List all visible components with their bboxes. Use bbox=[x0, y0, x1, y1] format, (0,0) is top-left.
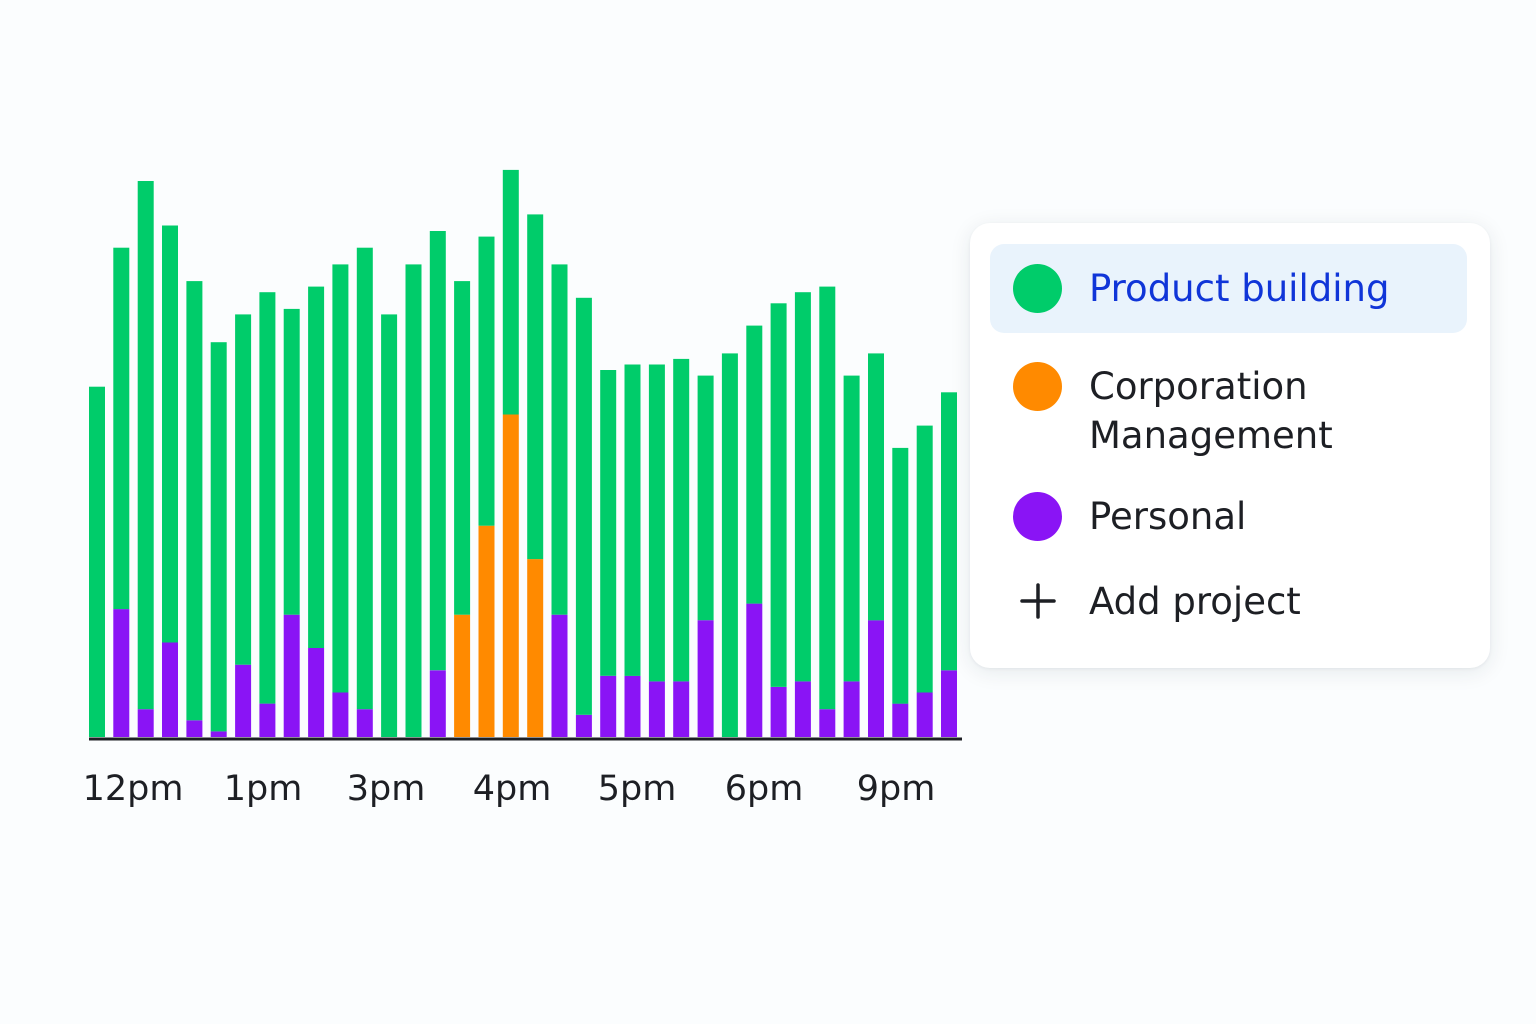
bar-product-building-33 bbox=[892, 447, 909, 704]
bar-personal-22 bbox=[624, 675, 641, 737]
bar-corporation-management-16 bbox=[478, 525, 495, 737]
x-tick-labels: 12pm 1pm 3pm 4pm 5pm 6pm 9pm bbox=[83, 769, 936, 809]
bar-product-building-20 bbox=[575, 297, 592, 715]
bar-product-building-6 bbox=[235, 314, 252, 665]
bar-personal-31 bbox=[843, 681, 860, 737]
bar-product-building-24 bbox=[673, 358, 690, 682]
bar-product-building-10 bbox=[332, 264, 349, 693]
bar-personal-34 bbox=[916, 692, 933, 737]
x-tick-label-4: 5pm bbox=[598, 769, 677, 809]
bar-product-building-15 bbox=[454, 281, 471, 615]
bar-product-building-30 bbox=[819, 286, 836, 710]
bar-product-building-4 bbox=[186, 281, 203, 721]
bar-product-building-0 bbox=[89, 386, 105, 737]
legend-item-personal[interactable]: Personal bbox=[990, 487, 1467, 545]
bar-product-building-9 bbox=[308, 286, 325, 648]
bar-product-building-14 bbox=[429, 231, 446, 671]
bar-product-building-25 bbox=[697, 375, 714, 621]
legend-label-personal: Personal bbox=[1089, 494, 1247, 538]
bar-product-building-19 bbox=[551, 264, 568, 615]
bar-personal-27 bbox=[746, 603, 763, 737]
bar-personal-1 bbox=[113, 609, 130, 737]
add-project-label: Add project bbox=[1089, 579, 1301, 623]
bar-product-building-35 bbox=[941, 392, 957, 671]
bar-personal-2 bbox=[137, 709, 154, 737]
legend-label-corporation-management: Corporation Management bbox=[1089, 365, 1333, 457]
bar-personal-9 bbox=[308, 648, 325, 737]
bar-personal-29 bbox=[794, 681, 811, 737]
bar-product-building-28 bbox=[770, 303, 787, 687]
bar-personal-7 bbox=[259, 703, 276, 737]
bar-personal-6 bbox=[235, 664, 252, 737]
bar-personal-10 bbox=[332, 692, 349, 737]
bar-product-building-13 bbox=[405, 264, 422, 737]
bar-personal-8 bbox=[283, 614, 300, 737]
bar-product-building-1 bbox=[113, 247, 130, 610]
bar-personal-5 bbox=[210, 731, 227, 737]
bar-personal-20 bbox=[575, 714, 592, 737]
bar-product-building-16 bbox=[478, 236, 495, 526]
bar-product-building-12 bbox=[381, 314, 398, 737]
legend-item-product-building[interactable]: Product building bbox=[990, 244, 1467, 333]
bar-personal-19 bbox=[551, 614, 568, 737]
bar-personal-35 bbox=[941, 670, 957, 737]
bar-product-building-23 bbox=[648, 364, 665, 682]
legend-panel: Product building Corporation Management … bbox=[970, 223, 1490, 668]
bar-product-building-32 bbox=[868, 353, 884, 621]
bar-personal-28 bbox=[770, 687, 787, 737]
bar-personal-25 bbox=[697, 620, 714, 737]
bar-personal-11 bbox=[356, 709, 373, 737]
bar-personal-21 bbox=[600, 675, 617, 737]
bar-product-building-31 bbox=[843, 375, 860, 682]
bar-product-building-17 bbox=[502, 169, 519, 415]
bar-personal-14 bbox=[429, 670, 446, 737]
green-dot-icon bbox=[1013, 264, 1062, 313]
bar-product-building-2 bbox=[137, 181, 154, 710]
bar-personal-30 bbox=[819, 709, 836, 737]
x-tick-label-3: 4pm bbox=[473, 769, 552, 809]
bar-personal-33 bbox=[892, 703, 909, 737]
bar-product-building-8 bbox=[283, 308, 300, 615]
purple-dot-icon bbox=[1013, 491, 1062, 541]
bar-product-building-3 bbox=[162, 225, 178, 643]
bar-product-building-26 bbox=[721, 353, 738, 737]
bar-product-building-11 bbox=[356, 247, 373, 710]
bars-group bbox=[89, 169, 957, 737]
bar-product-building-22 bbox=[624, 364, 641, 676]
x-tick-label-5: 6pm bbox=[725, 769, 804, 809]
bar-personal-4 bbox=[186, 720, 203, 737]
x-tick-label-6: 9pm bbox=[857, 769, 936, 809]
bar-product-building-29 bbox=[794, 292, 811, 682]
x-tick-label-0: 12pm bbox=[83, 769, 184, 809]
bar-personal-24 bbox=[673, 681, 690, 737]
bar-product-building-34 bbox=[916, 425, 933, 693]
orange-dot-icon bbox=[1013, 362, 1062, 411]
x-tick-label-2: 3pm bbox=[347, 769, 426, 809]
bar-personal-32 bbox=[868, 620, 884, 737]
bar-product-building-18 bbox=[527, 214, 544, 560]
add-project-button[interactable]: Add project bbox=[990, 573, 1467, 629]
x-tick-label-1: 1pm bbox=[224, 769, 303, 809]
bar-corporation-management-18 bbox=[527, 559, 544, 737]
bar-corporation-management-17 bbox=[502, 414, 519, 737]
bar-personal-23 bbox=[648, 681, 665, 737]
bar-personal-3 bbox=[162, 642, 178, 737]
bar-product-building-27 bbox=[746, 325, 763, 604]
bar-product-building-5 bbox=[210, 342, 227, 732]
legend-item-corporation-management[interactable]: Corporation Management bbox=[990, 362, 1467, 460]
plus-icon bbox=[1013, 577, 1062, 626]
bar-corporation-management-15 bbox=[454, 614, 471, 737]
legend-label-product-building: Product building bbox=[1089, 267, 1390, 310]
bar-product-building-21 bbox=[600, 370, 617, 676]
bar-product-building-7 bbox=[259, 292, 276, 704]
